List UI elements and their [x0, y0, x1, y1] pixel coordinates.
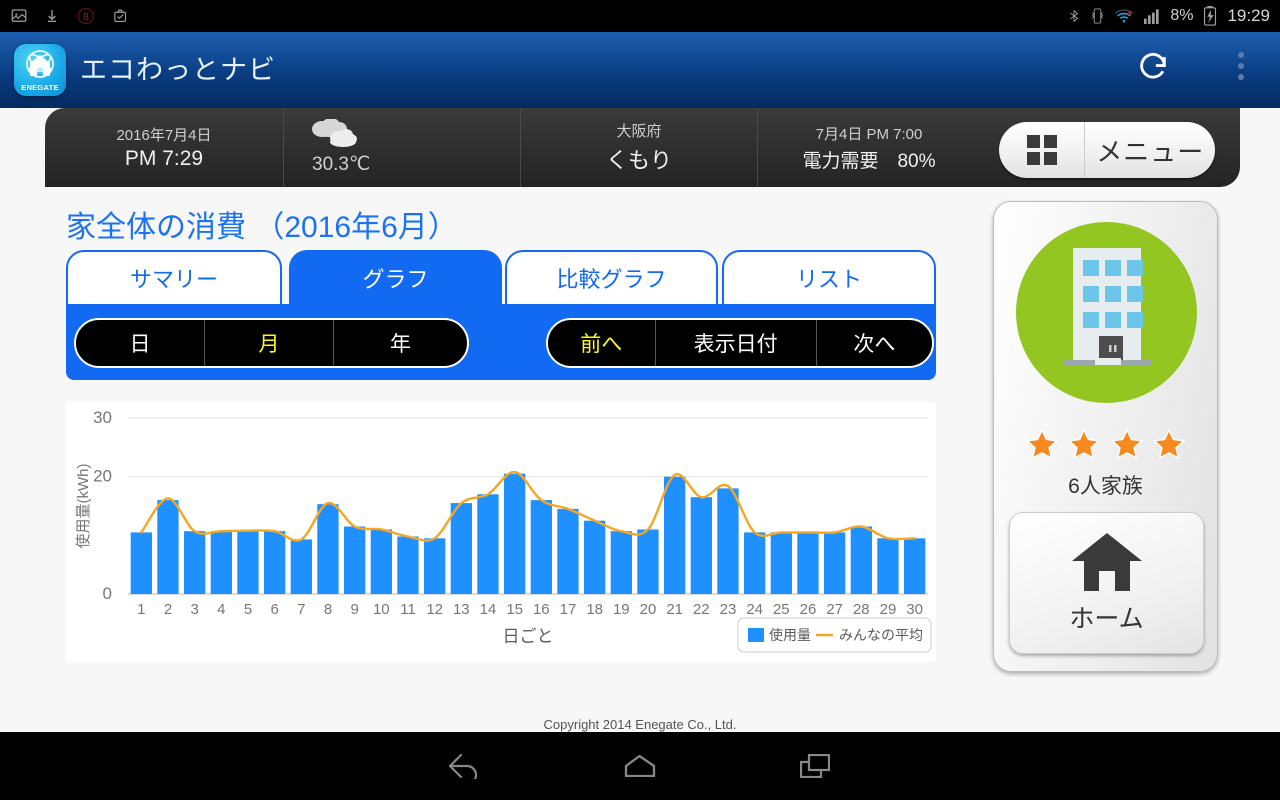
svg-text:1: 1	[137, 601, 145, 618]
svg-text:19: 19	[613, 601, 630, 618]
svg-text:11: 11	[400, 601, 416, 618]
svg-text:0: 0	[103, 584, 112, 603]
svg-text:12: 12	[426, 601, 443, 618]
svg-text:8: 8	[324, 601, 332, 618]
svg-text:26: 26	[800, 601, 817, 618]
svg-text:20: 20	[93, 467, 112, 486]
svg-text:30: 30	[906, 601, 923, 618]
svg-text:2: 2	[164, 601, 172, 618]
svg-text:24: 24	[746, 601, 763, 618]
svg-text:日ごと: 日ごと	[503, 627, 554, 646]
svg-text:28: 28	[853, 601, 870, 618]
svg-text:20: 20	[640, 601, 657, 618]
svg-text:16: 16	[533, 601, 550, 618]
svg-text:6: 6	[271, 601, 279, 618]
svg-text:21: 21	[666, 601, 683, 618]
svg-text:みんなの平均: みんなの平均	[839, 627, 923, 643]
svg-text:ENEGATE: ENEGATE	[21, 83, 59, 92]
svg-text:3: 3	[191, 601, 199, 618]
svg-text:13: 13	[453, 601, 470, 618]
svg-text:23: 23	[720, 601, 737, 618]
svg-text:4: 4	[217, 601, 225, 618]
svg-text:5: 5	[244, 601, 252, 618]
svg-text:29: 29	[880, 601, 897, 618]
svg-text:30: 30	[93, 408, 112, 427]
svg-text:18: 18	[586, 601, 603, 618]
svg-text:8: 8	[83, 12, 89, 23]
svg-text:15: 15	[506, 601, 523, 618]
svg-text:25: 25	[773, 601, 790, 618]
svg-text:17: 17	[560, 601, 577, 618]
svg-text:14: 14	[480, 601, 497, 618]
svg-text:使用量: 使用量	[769, 627, 811, 643]
svg-text:9: 9	[351, 601, 359, 618]
svg-text:10: 10	[373, 601, 390, 618]
svg-text:22: 22	[693, 601, 710, 618]
svg-text:7: 7	[297, 601, 305, 618]
svg-text:27: 27	[826, 601, 843, 618]
svg-text:使用量(kWh): 使用量(kWh)	[75, 464, 92, 549]
